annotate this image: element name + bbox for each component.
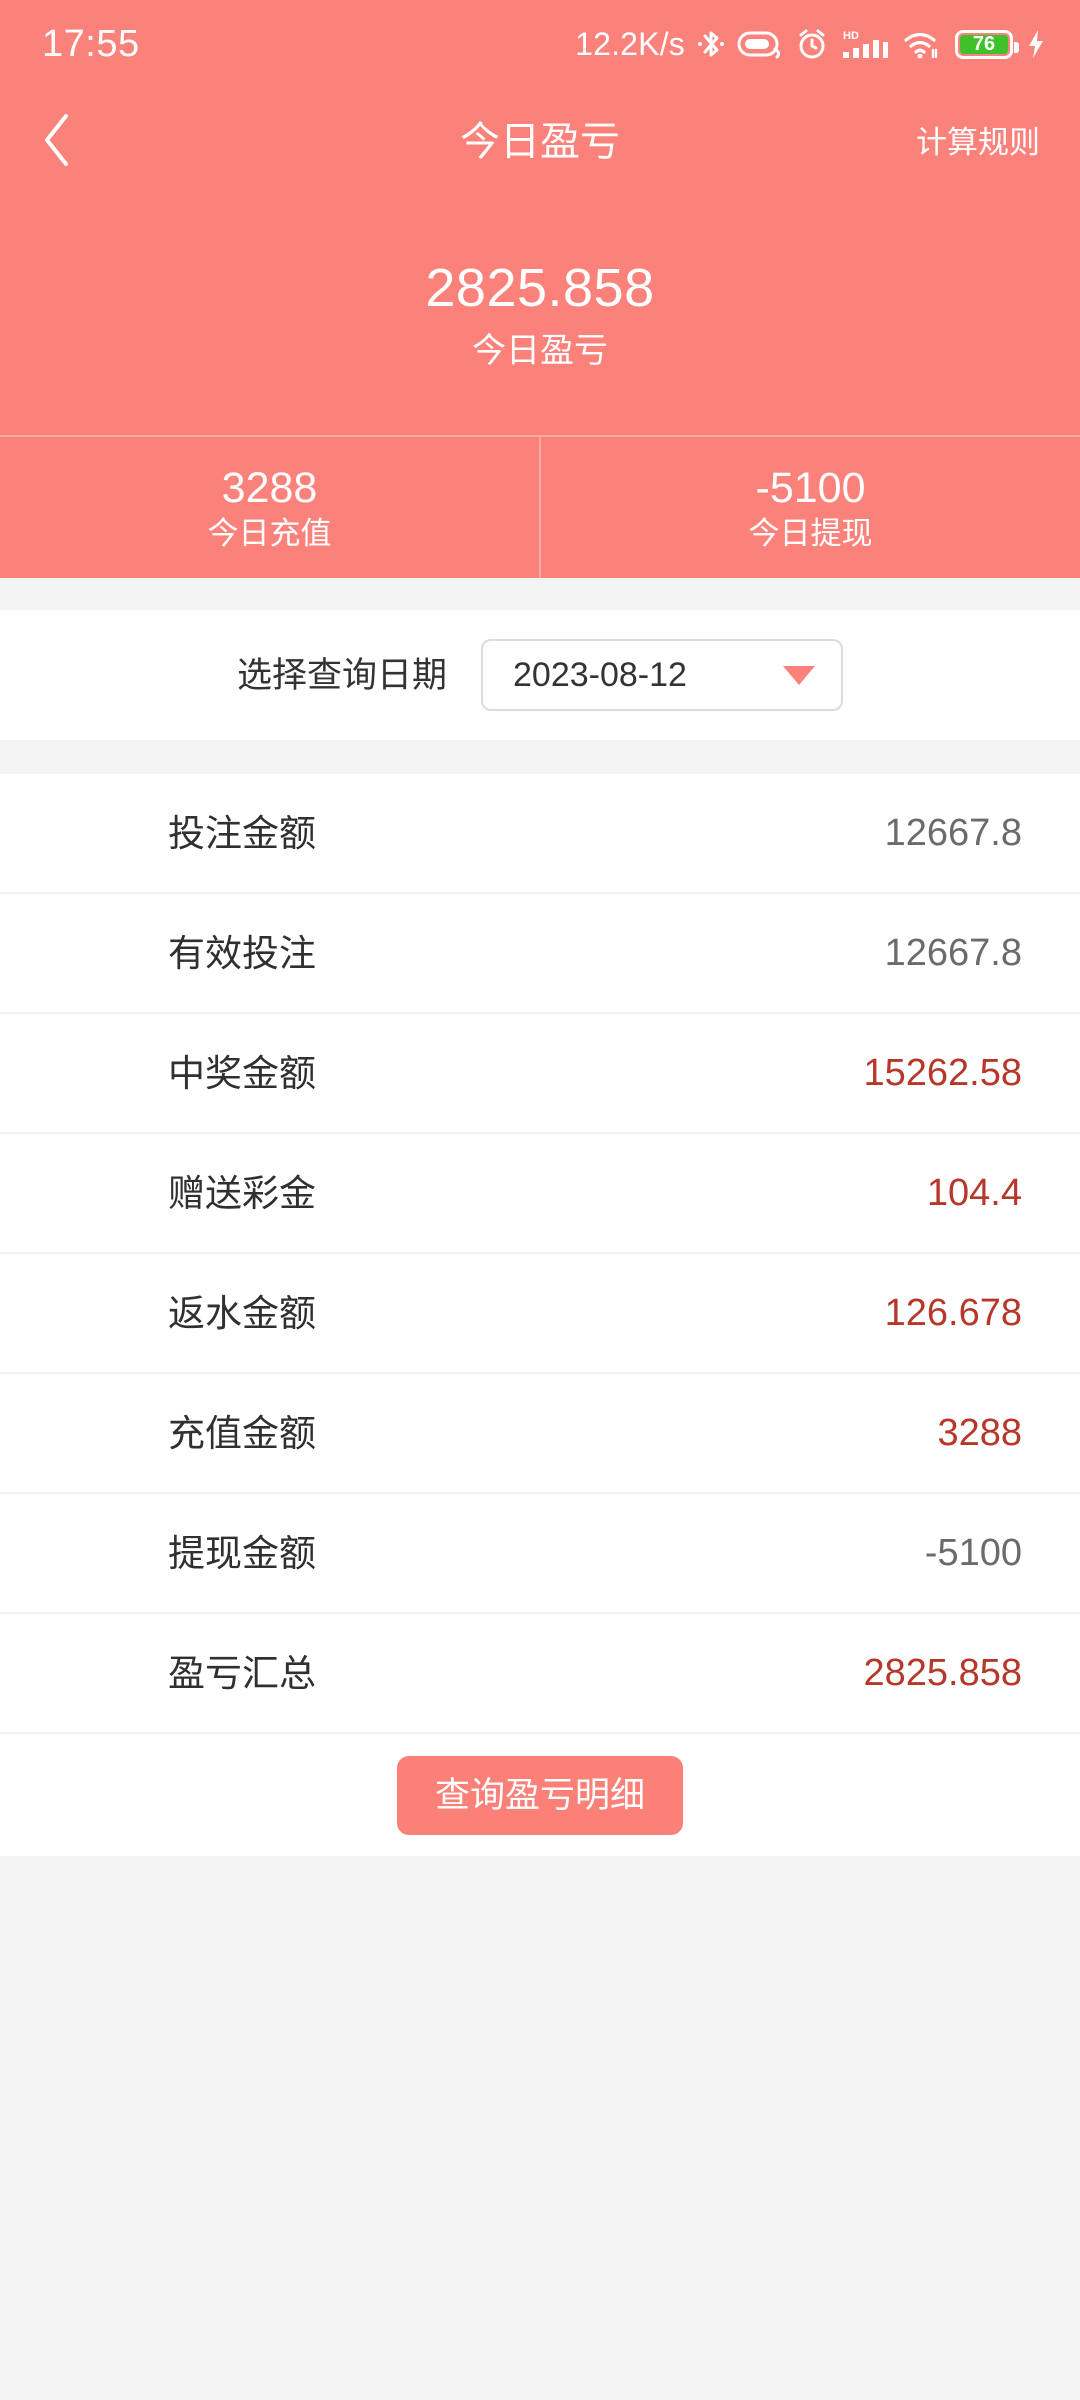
row-value: 12667.8 bbox=[884, 812, 1022, 855]
row-label: 有效投注 bbox=[168, 932, 316, 974]
spacer bbox=[0, 740, 1080, 775]
selected-date-value: 2023-08-12 bbox=[513, 656, 687, 695]
hero-amount-value: 2825.858 bbox=[425, 258, 655, 318]
row-label: 返水金额 bbox=[168, 1292, 316, 1334]
row-value: -5100 bbox=[924, 1532, 1022, 1575]
row-label: 中奖金额 bbox=[168, 1052, 316, 1094]
battery-percent-label: 76 bbox=[960, 34, 1008, 54]
bluetooth-icon bbox=[698, 28, 724, 60]
charging-bolt-icon bbox=[1026, 28, 1046, 60]
status-bar: 17:55 12.2K/s bbox=[0, 0, 1080, 88]
stat-label: 今日提现 bbox=[748, 515, 873, 551]
stat-today-withdrawal: -5100 今日提现 bbox=[539, 437, 1080, 579]
row-label: 提现金额 bbox=[168, 1532, 316, 1574]
hero-section: 17:55 12.2K/s bbox=[0, 0, 1080, 579]
hd-signal-icon: HD bbox=[841, 28, 889, 60]
table-row: 有效投注 12667.8 bbox=[0, 894, 1080, 1015]
row-value: 3288 bbox=[937, 1412, 1022, 1455]
detail-list: 投注金额 12667.8 有效投注 12667.8 中奖金额 15262.58 … bbox=[0, 774, 1080, 1857]
date-picker-label: 选择查询日期 bbox=[236, 655, 447, 695]
action-button-row: 查询盈亏明细 bbox=[0, 1734, 1080, 1856]
calculation-rules-link[interactable]: 计算规则 bbox=[916, 124, 1040, 160]
status-icons: 12.2K/s bbox=[575, 28, 1046, 60]
chevron-down-icon bbox=[783, 665, 815, 685]
row-value: 15262.58 bbox=[863, 1052, 1023, 1095]
spacer bbox=[0, 578, 1080, 611]
stat-label: 今日充值 bbox=[207, 515, 332, 551]
svg-text:HD: HD bbox=[843, 30, 859, 42]
wifi-icon bbox=[902, 28, 942, 60]
row-value: 2825.858 bbox=[863, 1652, 1023, 1695]
hero-summary: 2825.858 今日盈亏 bbox=[0, 196, 1080, 435]
table-row: 盈亏汇总 2825.858 bbox=[0, 1614, 1080, 1735]
stat-today-deposit: 3288 今日充值 bbox=[0, 437, 539, 578]
row-label: 投注金额 bbox=[168, 812, 316, 854]
row-label: 盈亏汇总 bbox=[168, 1652, 316, 1694]
table-row: 投注金额 12667.8 bbox=[0, 774, 1080, 895]
row-label: 充值金额 bbox=[168, 1412, 316, 1454]
row-value: 126.678 bbox=[884, 1292, 1022, 1335]
stat-value: 3288 bbox=[221, 463, 318, 512]
stat-value: -5100 bbox=[755, 463, 866, 512]
table-row: 返水金额 126.678 bbox=[0, 1254, 1080, 1375]
network-speed-label: 12.2K/s bbox=[575, 26, 685, 62]
table-row: 提现金额 -5100 bbox=[0, 1494, 1080, 1615]
row-label: 赠送彩金 bbox=[168, 1172, 316, 1214]
date-select[interactable]: 2023-08-12 bbox=[481, 639, 843, 712]
hero-amount-label: 今日盈亏 bbox=[472, 332, 608, 371]
query-detail-button[interactable]: 查询盈亏明细 bbox=[396, 1755, 683, 1835]
table-row: 充值金额 3288 bbox=[0, 1374, 1080, 1495]
date-picker-section: 选择查询日期 2023-08-12 bbox=[0, 610, 1080, 741]
row-value: 104.4 bbox=[926, 1172, 1022, 1215]
row-value: 12667.8 bbox=[884, 932, 1022, 975]
status-clock: 17:55 bbox=[42, 23, 140, 65]
table-row: 中奖金额 15262.58 bbox=[0, 1014, 1080, 1135]
battery-icon: 76 bbox=[955, 29, 1019, 59]
capsule-icon bbox=[737, 29, 783, 59]
back-button[interactable] bbox=[40, 107, 110, 177]
navigation-bar: 今日盈亏 计算规则 bbox=[0, 88, 1080, 196]
table-row: 赠送彩金 104.4 bbox=[0, 1134, 1080, 1255]
alarm-icon bbox=[796, 28, 828, 60]
hero-stats-row: 3288 今日充值 -5100 今日提现 bbox=[0, 435, 1080, 579]
chevron-left-icon bbox=[40, 112, 74, 173]
